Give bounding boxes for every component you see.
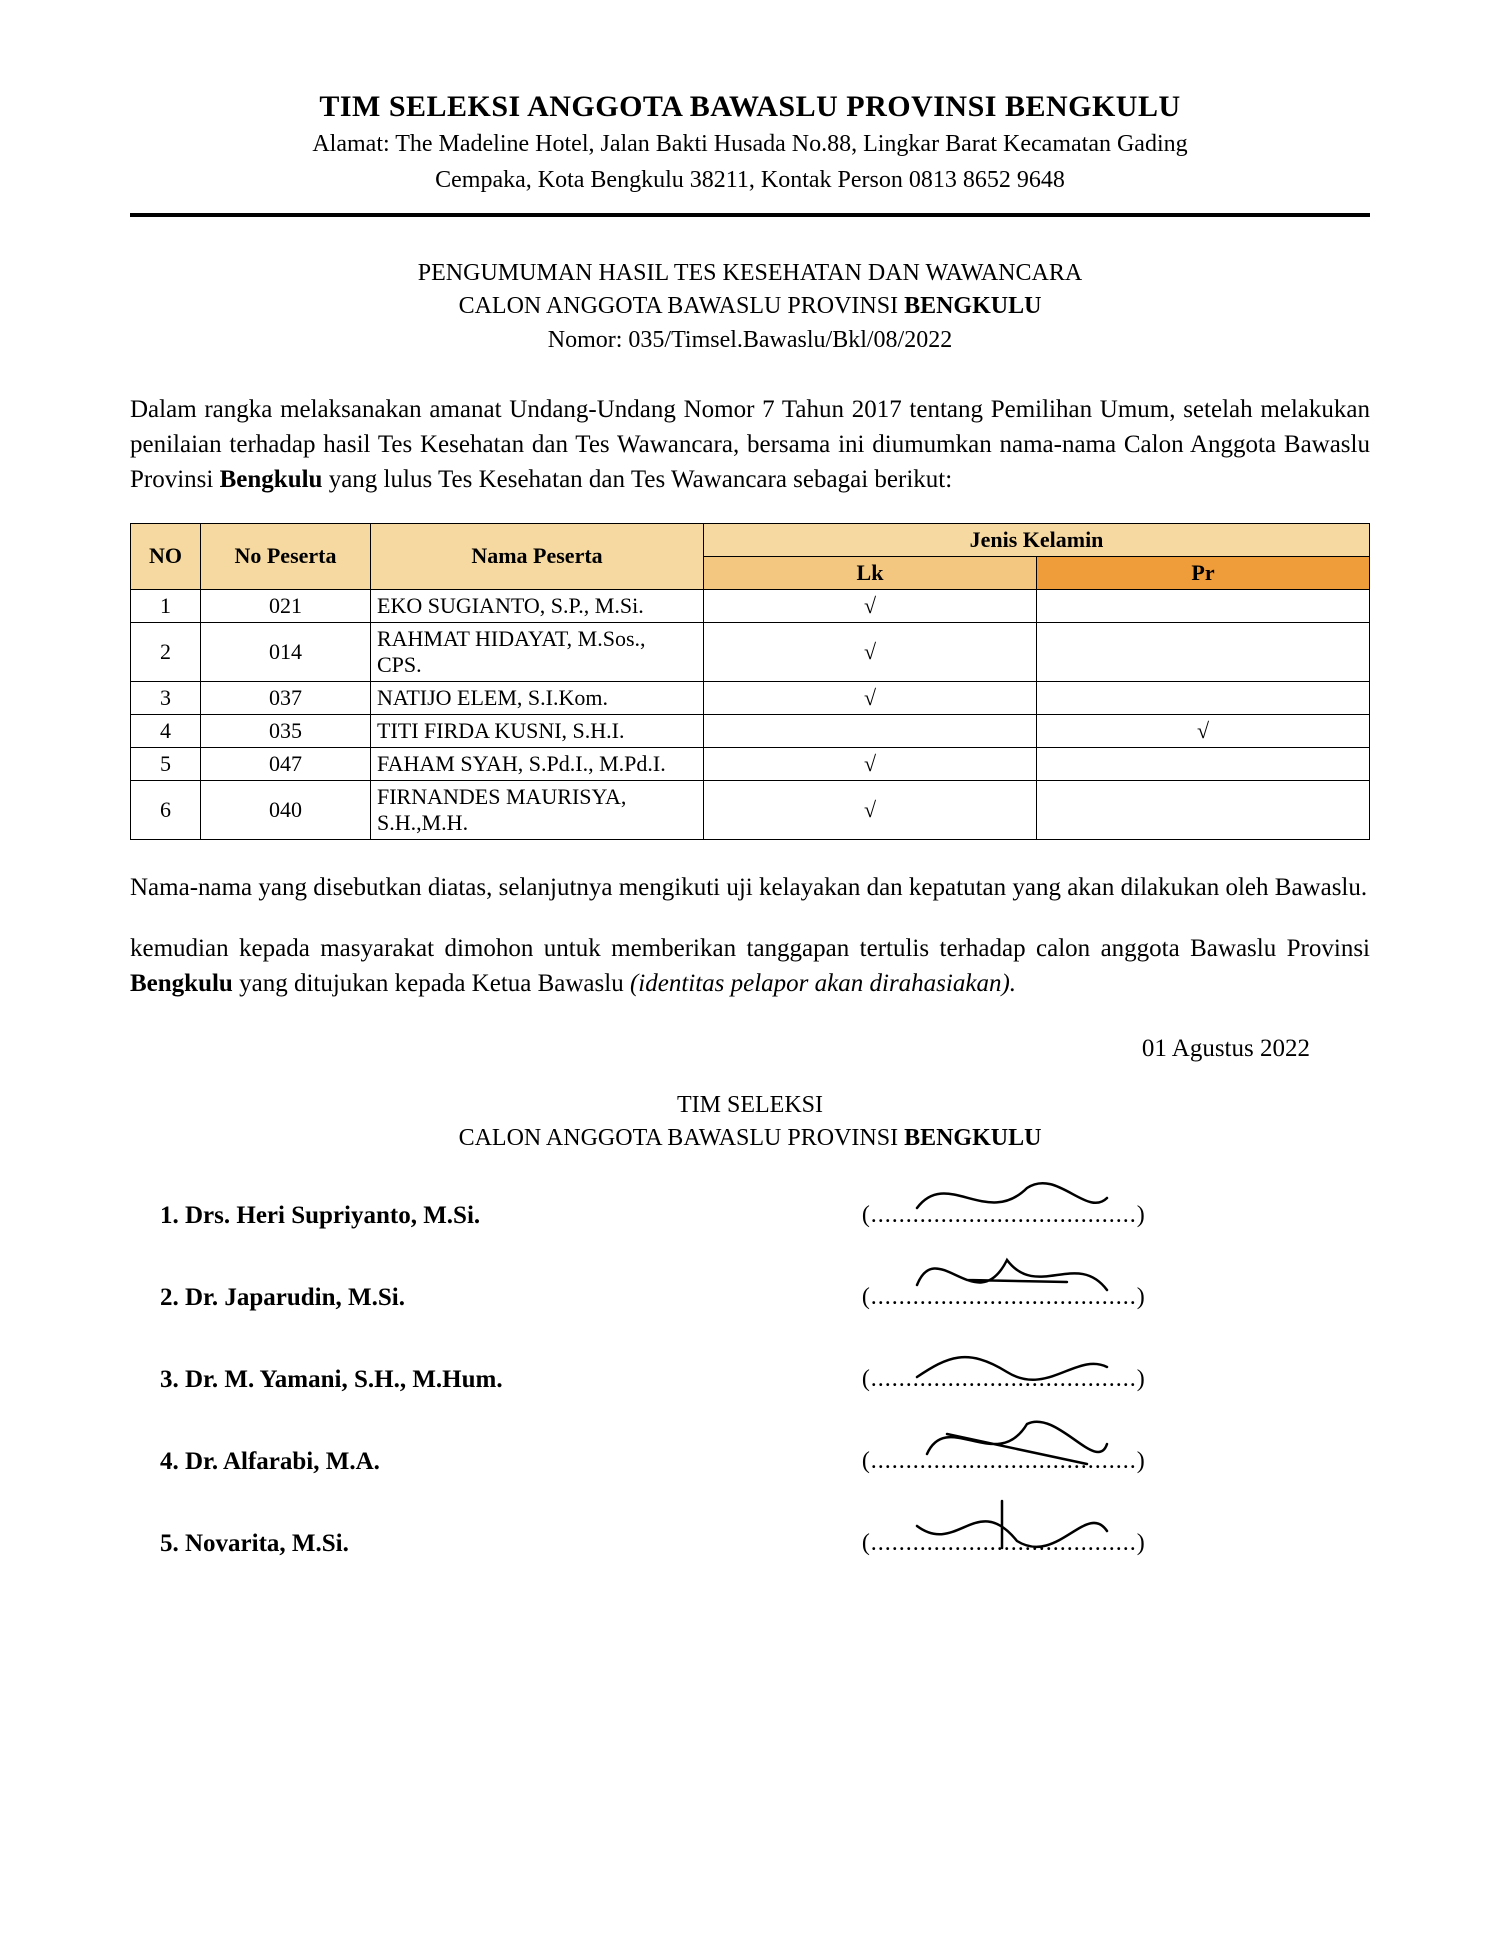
cell-no: 6 [131, 780, 201, 839]
signature-line: (......................................) [862, 1366, 1370, 1393]
cell-pr [1037, 681, 1370, 714]
cell-pr [1037, 622, 1370, 681]
cell-lk: √ [704, 681, 1037, 714]
org-address-2: Cempaka, Kota Bengkulu 38211, Kontak Per… [130, 164, 1370, 196]
p2-a: kemudian kepada masyarakat dimohon untuk… [130, 935, 1370, 962]
cell-name: FAHAM SYAH, S.Pd.I., M.Pd.I. [371, 747, 704, 780]
cell-no: 5 [131, 747, 201, 780]
followup-paragraph-1: Nama-nama yang disebutkan diatas, selanj… [130, 870, 1370, 905]
col-lk: Lk [704, 556, 1037, 589]
signatory-row: 2. Dr. Japarudin, M.Si. (................… [160, 1284, 1370, 1312]
announce-line2-pre: CALON ANGGOTA BAWASLU PROVINSI [459, 293, 905, 319]
col-pr: Pr [1037, 556, 1370, 589]
signature-line: (......................................) [862, 1202, 1370, 1229]
cell-name: NATIJO ELEM, S.I.Kom. [371, 681, 704, 714]
sig-head-l2: CALON ANGGOTA BAWASLU PROVINSI BENGKULU [130, 1122, 1370, 1156]
signatory-row: 3. Dr. M. Yamani, S.H., M.Hum. (.........… [160, 1366, 1370, 1394]
cell-pr [1037, 589, 1370, 622]
table-row: 2014RAHMAT HIDAYAT, M.Sos., CPS.√ [131, 622, 1370, 681]
signature-scribble-icon [902, 1322, 1122, 1402]
letterhead: TIM SELEKSI ANGGOTA BAWASLU PROVINSI BEN… [130, 90, 1370, 197]
table-row: 4035TITI FIRDA KUSNI, S.H.I. √ [131, 714, 1370, 747]
signature-scribble-icon [902, 1404, 1122, 1484]
table-row: 3037NATIJO ELEM, S.I.Kom.√ [131, 681, 1370, 714]
header-divider [130, 213, 1370, 217]
signature-scribble-icon [902, 1240, 1122, 1320]
cell-name: EKO SUGIANTO, S.P., M.Si. [371, 589, 704, 622]
cell-lk: √ [704, 780, 1037, 839]
signature-line: (......................................) [862, 1448, 1370, 1475]
cell-no-peserta: 035 [201, 714, 371, 747]
cell-no: 2 [131, 622, 201, 681]
cell-name: TITI FIRDA KUSNI, S.H.I. [371, 714, 704, 747]
signatory-name: 5. Novarita, M.Si. [160, 1530, 826, 1558]
col-name: Nama Peserta [371, 523, 704, 589]
results-table: NO No Peserta Nama Peserta Jenis Kelamin… [130, 523, 1370, 840]
cell-name: RAHMAT HIDAYAT, M.Sos., CPS. [371, 622, 704, 681]
cell-lk: √ [704, 622, 1037, 681]
signature-scribble-icon [902, 1158, 1122, 1238]
signatory-heading: TIM SELEKSI CALON ANGGOTA BAWASLU PROVIN… [130, 1089, 1370, 1156]
cell-no-peserta: 047 [201, 747, 371, 780]
signatory-name: 3. Dr. M. Yamani, S.H., M.Hum. [160, 1366, 826, 1394]
intro-text-2: yang lulus Tes Kesehatan dan Tes Wawanca… [322, 466, 952, 493]
col-np: No Peserta [201, 523, 371, 589]
intro-paragraph: Dalam rangka melaksanakan amanat Undang-… [130, 392, 1370, 497]
p2-bold: Bengkulu [130, 970, 233, 997]
signatory-row: 4. Dr. Alfarabi, M.A. (..................… [160, 1448, 1370, 1476]
table-row: 1021EKO SUGIANTO, S.P., M.Si.√ [131, 589, 1370, 622]
cell-no: 4 [131, 714, 201, 747]
cell-no-peserta: 037 [201, 681, 371, 714]
signatory-name: 4. Dr. Alfarabi, M.A. [160, 1448, 826, 1476]
cell-no-peserta: 014 [201, 622, 371, 681]
table-row: 5047FAHAM SYAH, S.Pd.I., M.Pd.I.√ [131, 747, 1370, 780]
signature-scribble-icon [902, 1486, 1122, 1566]
signatory-row: 5. Novarita, M.Si. (.....................… [160, 1530, 1370, 1558]
signatory-name: 2. Dr. Japarudin, M.Si. [160, 1284, 826, 1312]
org-title: TIM SELEKSI ANGGOTA BAWASLU PROVINSI BEN… [130, 90, 1370, 124]
intro-bold: Bengkulu [220, 466, 323, 493]
sig-head-l2-pre: CALON ANGGOTA BAWASLU PROVINSI [459, 1125, 905, 1151]
announce-line2: CALON ANGGOTA BAWASLU PROVINSI BENGKULU [130, 290, 1370, 324]
announce-line2-bold: BENGKULU [904, 293, 1041, 319]
p2-italic: (identitas pelapor akan dirahasiakan). [630, 970, 1016, 997]
announce-line1: PENGUMUMAN HASIL TES KESEHATAN DAN WAWAN… [130, 257, 1370, 291]
org-address-1: Alamat: The Madeline Hotel, Jalan Bakti … [130, 128, 1370, 160]
cell-name: FIRNANDES MAURISYA, S.H.,M.H. [371, 780, 704, 839]
cell-lk: √ [704, 747, 1037, 780]
signature-line: (......................................) [862, 1284, 1370, 1311]
cell-pr [1037, 780, 1370, 839]
signatory-block: 1. Drs. Heri Supriyanto, M.Si. (.........… [130, 1202, 1370, 1558]
signature-line: (......................................) [862, 1530, 1370, 1557]
sig-head-l1: TIM SELEKSI [130, 1089, 1370, 1123]
signatory-name: 1. Drs. Heri Supriyanto, M.Si. [160, 1202, 826, 1230]
col-jk: Jenis Kelamin [704, 523, 1370, 556]
cell-no: 3 [131, 681, 201, 714]
cell-lk: √ [704, 589, 1037, 622]
cell-pr [1037, 747, 1370, 780]
cell-lk [704, 714, 1037, 747]
cell-pr: √ [1037, 714, 1370, 747]
signatory-row: 1. Drs. Heri Supriyanto, M.Si. (.........… [160, 1202, 1370, 1230]
cell-no-peserta: 021 [201, 589, 371, 622]
col-no: NO [131, 523, 201, 589]
table-row: 6040FIRNANDES MAURISYA, S.H.,M.H.√ [131, 780, 1370, 839]
document-date: 01 Agustus 2022 [130, 1035, 1310, 1063]
followup-paragraph-2: kemudian kepada masyarakat dimohon untuk… [130, 931, 1370, 1001]
announcement-title: PENGUMUMAN HASIL TES KESEHATAN DAN WAWAN… [130, 257, 1370, 358]
announce-number: Nomor: 035/Timsel.Bawaslu/Bkl/08/2022 [130, 324, 1370, 358]
cell-no-peserta: 040 [201, 780, 371, 839]
cell-no: 1 [131, 589, 201, 622]
sig-head-l2-bold: BENGKULU [904, 1125, 1041, 1151]
p2-b: yang ditujukan kepada Ketua Bawaslu [233, 970, 630, 997]
